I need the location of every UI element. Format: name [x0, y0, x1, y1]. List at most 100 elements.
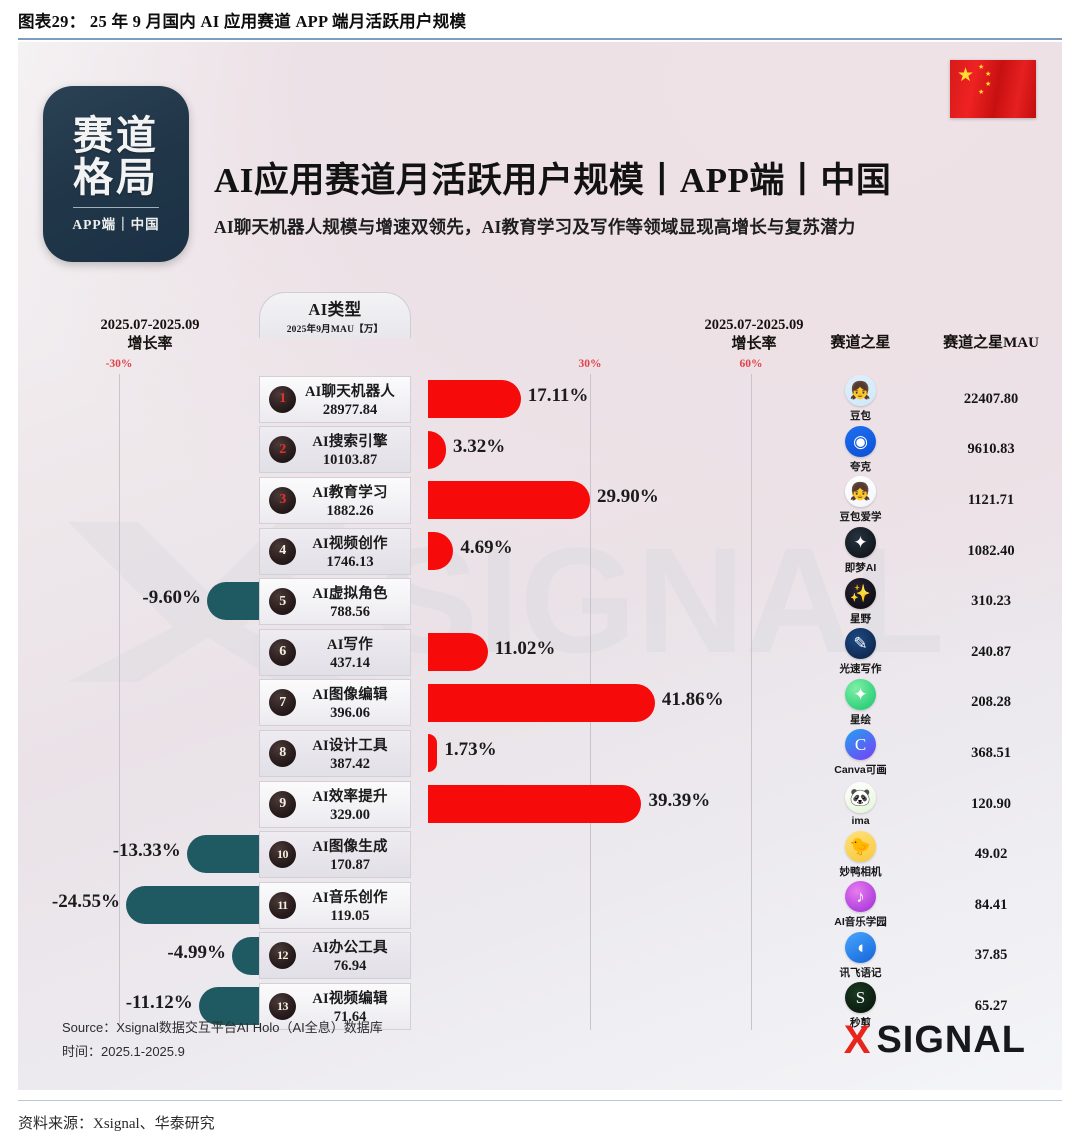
xinghui-icon: ✦ — [845, 678, 876, 710]
axis-tick-minus30: -30% — [105, 358, 133, 370]
star-app-mau: 22407.80 — [963, 390, 1019, 407]
chart-row: 41.86% 7 AI图像编辑 396.06 ✦ 星绘 208.28 — [18, 678, 1062, 729]
ai-type-card[interactable]: 13 AI视频编辑 71.64 — [259, 982, 411, 1030]
growth-bar-positive — [428, 481, 591, 520]
ai-type-card[interactable]: 10 AI图像生成 170.87 — [259, 831, 411, 879]
ai-type-mau: 28977.84 — [322, 401, 378, 418]
ai-type-text: AI聊天机器人 28977.84 — [296, 380, 410, 419]
ai-type-text: AI图像编辑 396.06 — [296, 683, 410, 722]
star-app-cell: ✦ 即梦AI — [808, 526, 913, 577]
chart-row: -24.55% 11 AI音乐创作 119.05 ♪ AI音乐学园 84.41 — [18, 880, 1062, 931]
ai-type-card[interactable]: 4 AI视频创作 1746.13 — [259, 527, 411, 575]
ai-type-card[interactable]: 9 AI效率提升 329.00 — [259, 780, 411, 828]
growth-bar-negative — [206, 582, 259, 621]
ai-type-card-header: AI类型 2025年9月MAU【万】 — [259, 292, 411, 338]
miaojian-icon: S — [845, 982, 876, 1014]
xunfei-yuji-icon: ◖ — [845, 931, 876, 963]
ai-type-mau: 329.00 — [330, 806, 370, 823]
ai-type-card[interactable]: 3 AI教育学习 1882.26 — [259, 476, 411, 524]
ai-music-icon: ♪ — [845, 881, 876, 913]
ai-type-card[interactable]: 12 AI办公工具 76.94 — [259, 932, 411, 980]
star-app-mau: 49.02 — [974, 846, 1008, 863]
figure-title: 图表29： 25 年 9 月国内 AI 应用赛道 APP 端月活跃用户规模 — [18, 12, 467, 31]
canva-icon: C — [845, 729, 876, 761]
star-app-mau: 84.41 — [974, 896, 1008, 913]
ai-type-text: AI效率提升 329.00 — [296, 785, 410, 824]
saidao-geju-badge: 赛道 格局 APP端｜中国 — [43, 86, 189, 262]
badge-divider — [73, 206, 159, 208]
star-app-header: 赛道之星 — [830, 335, 891, 351]
rank-badge: 10 — [269, 841, 296, 869]
star-app-cell: 👧 豆包爱学 — [808, 475, 913, 526]
star-mau-header: 赛道之星MAU — [943, 335, 1039, 351]
growth-value-label: 41.86% — [661, 688, 724, 710]
xsignal-logo: X SIGNAL — [844, 1020, 1026, 1060]
ai-type-name: AI办公工具 — [312, 940, 388, 957]
star-app-mau: 368.51 — [971, 744, 1011, 761]
growth-value-label: -11.12% — [125, 992, 193, 1014]
growth-bar-negative — [186, 835, 259, 874]
growth-value-label: 3.32% — [452, 435, 506, 457]
ai-type-mau: 170.87 — [330, 857, 370, 874]
growth-value-label: 29.90% — [597, 486, 659, 508]
star-app-name: 即梦AI — [844, 562, 877, 575]
star-app-mau: 208.28 — [971, 694, 1011, 711]
ai-type-text: AI办公工具 76.94 — [296, 936, 410, 975]
ai-type-mau: 119.05 — [330, 907, 370, 924]
ai-type-name: AI聊天机器人 — [304, 383, 395, 400]
flag-star-1: ★ — [978, 63, 985, 71]
ai-type-card[interactable]: 2 AI搜索引擎 10103.87 — [259, 426, 411, 474]
xsignal-wordmark: SIGNAL — [876, 1019, 1026, 1061]
growth-bar-positive — [428, 380, 521, 418]
chart-row: 29.90% 3 AI教育学习 1882.26 👧 豆包爱学 1121.71 — [18, 475, 1062, 526]
flag-star-2: ★ — [985, 70, 992, 78]
star-app-cell: ◖ 讯飞语记 — [808, 931, 913, 982]
star-app-mau: 9610.83 — [967, 441, 1015, 458]
ai-type-name: AI教育学习 — [312, 484, 388, 501]
rank-badge: 3 — [269, 486, 296, 514]
ai-type-card[interactable]: 6 AI写作 437.14 — [259, 628, 411, 676]
star-app-name: 秒剪 — [850, 1017, 871, 1030]
star-app-cell: 👧 豆包 — [808, 374, 913, 425]
star-app-name: 豆包 — [850, 410, 871, 423]
doubao-icon: 👧 — [845, 375, 876, 407]
ai-type-name: AI搜索引擎 — [312, 434, 388, 451]
ai-type-mau: 437.14 — [330, 654, 370, 671]
rank-badge: 4 — [269, 537, 296, 565]
ai-type-mau: 71.64 — [333, 1008, 367, 1025]
star-app-name: AI音乐学园 — [834, 916, 887, 929]
right-growth-period: 2025.07-2025.09 — [704, 317, 804, 333]
miaoya-camera-icon: 🐤 — [845, 830, 876, 862]
star-app-cell: C Canva可画 — [808, 728, 913, 779]
star-app-name: 豆包爱学 — [839, 511, 882, 524]
chart-row: 17.11% 1 AI聊天机器人 28977.84 👧 豆包 22407.80 — [18, 374, 1062, 425]
report-header: 图表29： 25 年 9 月国内 AI 应用赛道 APP 端月活跃用户规模 — [18, 8, 1062, 38]
growth-value-label: 39.39% — [648, 789, 711, 811]
chart-row: 4.69% 4 AI视频创作 1746.13 ✦ 即梦AI 1082.40 — [18, 526, 1062, 577]
badge-line-2: 格局 — [73, 154, 159, 200]
growth-bar-negative — [231, 936, 259, 975]
chart-row: -9.60% 5 AI虚拟角色 788.56 ✨ 星野 310.23 — [18, 576, 1062, 627]
rank-badge: 1 — [269, 385, 296, 413]
ai-type-card[interactable]: 7 AI图像编辑 396.06 — [259, 679, 411, 727]
gridline-plus60 — [751, 374, 752, 1030]
chart-row: 11.02% 6 AI写作 437.14 ✎ 光速写作 240.87 — [18, 627, 1062, 678]
flag-star-large: ★ — [957, 65, 975, 86]
chart-row: 39.39% 9 AI效率提升 329.00 🐼 ima 120.90 — [18, 779, 1062, 830]
ai-type-card[interactable]: 5 AI虚拟角色 788.56 — [259, 578, 411, 626]
ai-type-card[interactable]: 11 AI音乐创作 119.05 — [259, 881, 411, 929]
rank-badge: 7 — [269, 689, 296, 717]
star-app-mau: 1082.40 — [967, 542, 1015, 559]
ai-type-name: AI图像编辑 — [312, 687, 388, 704]
rank-badge: 5 — [269, 588, 296, 616]
quark-icon: ◉ — [845, 425, 876, 457]
star-app-mau: 120.90 — [971, 795, 1011, 812]
star-app-cell: 🐼 ima — [808, 779, 913, 830]
report-source: 资料来源：Xsignal、华泰研究 — [18, 1116, 215, 1132]
ai-type-text: AI教育学习 1882.26 — [296, 481, 410, 520]
ai-type-card[interactable]: 8 AI设计工具 387.42 — [259, 729, 411, 777]
star-app-name: 妙鸭相机 — [839, 865, 882, 878]
ai-type-subtitle: 2025年9月MAU【万】 — [286, 325, 384, 335]
ai-type-card[interactable]: 1 AI聊天机器人 28977.84 — [259, 375, 411, 423]
ai-type-text: AI写作 437.14 — [296, 633, 410, 672]
